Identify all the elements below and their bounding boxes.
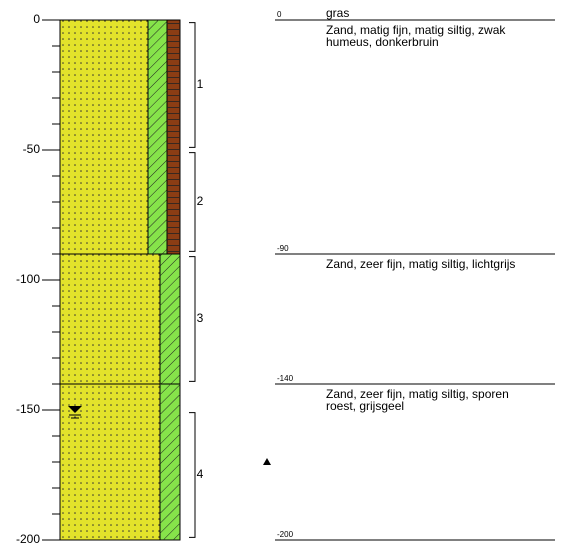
sample-bracket xyxy=(189,23,195,148)
layer-description: humeus, donkerbruin xyxy=(326,35,439,49)
layer-description: roest, grijsgeel xyxy=(326,399,404,413)
layer-description: Zand, zeer fijn, matig siltig, lichtgrij… xyxy=(326,257,515,271)
marker xyxy=(263,458,271,465)
borehole-log: 0 -50 -100 -150 -200 1 2 3 4 0 -90 -140 -200 gras Zand… xyxy=(0,0,563,543)
layer-pattern xyxy=(167,20,180,254)
layer-pattern xyxy=(148,20,167,254)
layer-top-text: gras xyxy=(326,6,349,20)
tick-label: -50 xyxy=(23,142,41,156)
sample-bracket xyxy=(189,153,195,252)
sample-label: 4 xyxy=(197,467,204,481)
layer-pattern xyxy=(160,384,180,540)
boundary-depth: -90 xyxy=(277,244,289,253)
boundary-depth: -140 xyxy=(277,374,294,383)
tick-label: 0 xyxy=(33,12,40,26)
boundary-depth: 0 xyxy=(277,10,282,19)
sample-label: 2 xyxy=(197,194,204,208)
layer-pattern xyxy=(60,20,148,254)
sample-label: 1 xyxy=(197,77,204,91)
sample-bracket xyxy=(189,413,195,538)
sample-bracket xyxy=(189,257,195,382)
boundary-depth: -200 xyxy=(277,530,294,539)
layer-pattern xyxy=(160,254,180,384)
tick-label: -200 xyxy=(16,532,40,543)
tick-label: -150 xyxy=(16,402,40,416)
layer-pattern xyxy=(60,254,160,384)
sample-label: 3 xyxy=(197,311,204,325)
tick-label: -100 xyxy=(16,272,40,286)
